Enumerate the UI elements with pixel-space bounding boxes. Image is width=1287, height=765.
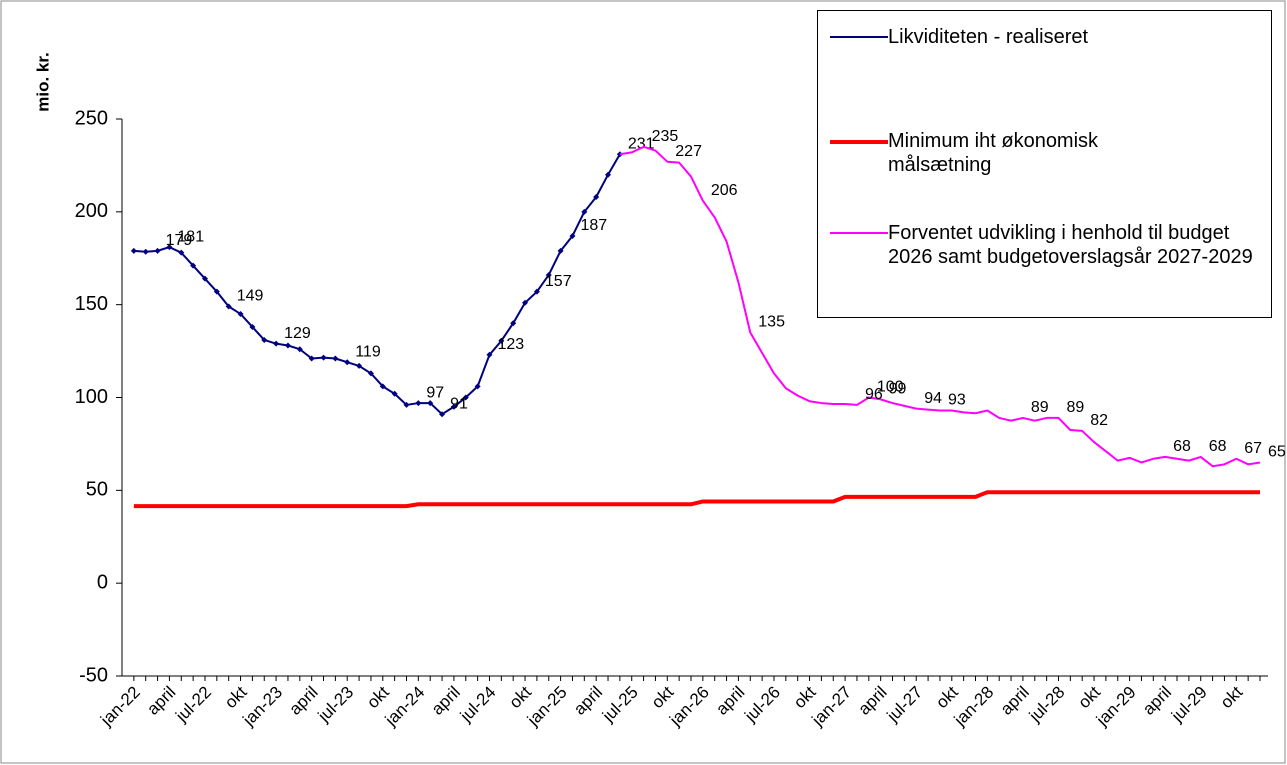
y-axis-label: mio. kr. [33,52,52,112]
y-tick-label: 0 [97,571,108,593]
marker [237,310,244,317]
data-label: 65 [1268,444,1286,461]
data-label: 135 [758,314,785,331]
data-label: 68 [1173,438,1191,455]
legend-label: Forventet udvikling i henhold til budget… [888,222,1253,268]
marker [605,171,612,178]
data-label: 94 [924,390,942,407]
marker [130,247,137,254]
marker [557,247,564,254]
data-label: 96 [865,386,883,403]
marker [367,370,374,377]
data-label: 82 [1090,412,1108,429]
y-tick-label: 100 [75,386,108,408]
marker [154,247,161,254]
marker [533,288,540,295]
marker [616,151,623,158]
marker [320,354,327,361]
marker [261,336,268,343]
data-label: 187 [580,217,607,234]
data-label: 89 [1031,399,1049,416]
marker [344,359,351,366]
marker [166,244,173,251]
legend-line [830,232,888,234]
marker [569,232,576,239]
data-label: 181 [177,228,204,245]
y-tick-label: -50 [79,664,108,686]
data-label: 179 [166,232,193,249]
data-label: 93 [948,392,966,409]
marker [225,303,232,310]
marker [391,390,398,397]
data-label: 99 [889,381,907,398]
series-line [133,490,1260,509]
data-label: 149 [237,288,264,305]
marker [332,355,339,362]
marker [462,394,469,401]
legend-label: Likviditeten - realiseret [888,26,1089,48]
data-label: 227 [675,143,702,160]
marker [379,383,386,390]
marker [178,249,185,256]
data-label: 97 [426,384,444,401]
data-label: 67 [1244,440,1262,457]
marker [581,208,588,215]
y-tick-label: 150 [75,293,108,315]
legend-entry: Forventet udvikling i henhold til budget… [830,221,1258,269]
y-tick-label: 200 [75,200,108,222]
marker [190,262,197,269]
marker [415,400,422,407]
data-label: 68 [1209,438,1227,455]
series-line [619,145,1261,468]
marker [593,193,600,200]
marker [439,411,446,418]
data-label: 235 [652,128,679,145]
marker [249,323,256,330]
y-tick-label: 250 [75,107,108,129]
legend-swatch [830,25,888,49]
marker [450,403,457,410]
data-label: 100 [877,379,904,396]
data-label: 119 [355,343,381,360]
legend-line [830,36,888,38]
legend-entry: Minimum iht økonomisk målsætning [830,129,1138,177]
data-label: 206 [711,182,738,199]
legend-swatch [830,129,888,153]
data-label: 91 [450,395,468,412]
legend-line [830,140,888,144]
legend-swatch [830,221,888,245]
marker [284,342,291,349]
data-label: 123 [497,336,524,353]
marker [308,355,315,362]
marker [201,275,208,282]
legend-entry: Likviditeten - realiseret [830,25,1258,49]
marker [213,288,220,295]
marker [273,340,280,347]
series-line [133,153,621,416]
marker [403,401,410,408]
legend: Likviditeten - realiseret Minimum iht øko… [817,10,1272,318]
marker [356,362,363,369]
marker [510,320,517,327]
y-tick-label: 50 [86,479,108,501]
marker [474,383,481,390]
data-label: 89 [1066,399,1084,416]
data-label: 129 [284,325,311,342]
marker [486,351,493,358]
marker [427,400,434,407]
marker [498,337,505,344]
marker [522,299,529,306]
marker [142,248,149,255]
marker [296,346,303,353]
data-label: 157 [545,273,572,290]
marker [545,271,552,278]
legend-label: Minimum iht økonomisk målsætning [888,130,1099,176]
